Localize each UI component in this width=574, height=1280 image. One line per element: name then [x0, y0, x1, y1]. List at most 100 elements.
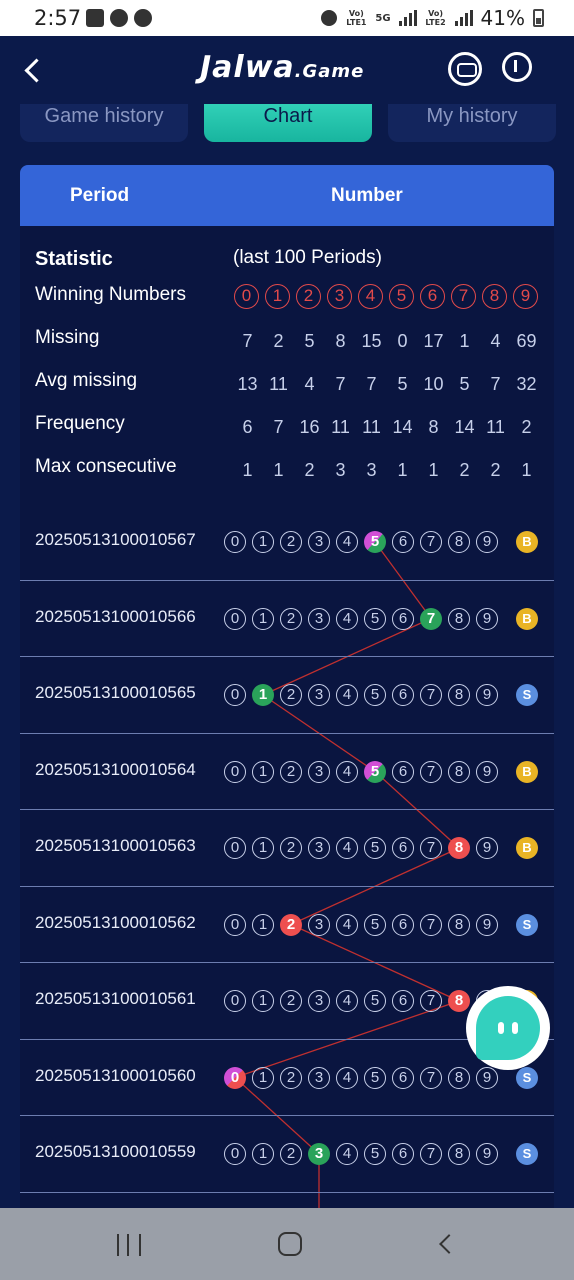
big-badge: B: [516, 760, 538, 783]
winning-number-ball: 7: [451, 284, 476, 309]
statistic-value: 69: [516, 331, 537, 351]
recent-apps-icon[interactable]: [117, 1234, 141, 1256]
number-ball: 1: [252, 760, 274, 783]
number-ball: 2: [280, 1066, 302, 1089]
number-ball: 2: [280, 684, 302, 706]
winning-number-ball: 2: [296, 284, 321, 309]
number-ball: 3: [308, 913, 330, 936]
statistic-value: 14: [454, 417, 475, 437]
statistic-value: 1: [397, 460, 408, 480]
number-ball: 7: [420, 990, 442, 1012]
number-ball: 6: [392, 837, 414, 859]
home-icon[interactable]: [278, 1232, 302, 1256]
number-ball: 9: [476, 1143, 498, 1165]
signal-2-icon: [454, 10, 473, 26]
battery-percent: 41%: [480, 6, 525, 30]
column-period: Period: [70, 185, 130, 206]
network-2-label: Vo) LTE2: [425, 9, 446, 27]
statistic-value: 6: [242, 417, 253, 437]
number-ball: 2: [280, 990, 302, 1012]
number-ball: 7: [420, 1066, 442, 1089]
number-ball: 5: [364, 684, 386, 706]
small-badge: S: [516, 913, 538, 936]
statistic-value: 7: [242, 331, 253, 351]
statistic-value: 2: [273, 331, 284, 351]
statistic-value: 11: [269, 374, 288, 394]
number-ball: 0: [224, 607, 246, 630]
period-id: 20250513100010559: [35, 1142, 196, 1161]
small-badge: S: [516, 1143, 538, 1165]
statistic-value: 3: [335, 460, 346, 480]
winning-number-ball: 8: [482, 284, 507, 309]
statistic-value: 11: [362, 417, 381, 437]
statistic-row-label: Max consecutive: [35, 456, 177, 477]
chat-face-icon: [476, 996, 540, 1060]
period-id: 20250513100010564: [35, 759, 196, 779]
number-ball: 2: [280, 837, 302, 859]
statistic-value: 1: [459, 331, 470, 351]
statistic-value: 1: [521, 460, 532, 480]
statistic-value: 5: [397, 374, 408, 394]
statistic-value: 4: [490, 331, 501, 351]
statistic-value: 13: [237, 374, 258, 394]
network-1-label: Vo) LTE1: [346, 9, 367, 27]
statistic-value: 8: [335, 331, 346, 351]
support-headset-icon[interactable]: [448, 52, 482, 86]
statistic-note: (last 100 Periods): [233, 247, 382, 268]
period-id: 20250513100010563: [35, 836, 196, 855]
number-ball: 6: [392, 607, 414, 630]
number-ball: 1: [252, 1066, 274, 1089]
status-time: 2:57: [34, 6, 82, 30]
hotspot-icon: [321, 10, 338, 26]
number-ball: 6: [392, 760, 414, 783]
number-ball: 9: [476, 531, 498, 553]
music-note-icon[interactable]: [502, 52, 532, 82]
number-ball: 9: [476, 1066, 498, 1089]
result-ball: 8: [448, 990, 470, 1012]
tab-my-history[interactable]: My history: [388, 104, 556, 142]
chat-support-button[interactable]: [466, 986, 550, 1070]
statistic-value: 7: [490, 374, 501, 394]
number-ball: 9: [476, 760, 498, 783]
statistic-value: 2: [490, 460, 501, 480]
number-ball: 8: [448, 607, 470, 630]
table-row: 20250513100010562 0 1 2 3 4 5 6 7 8 9 S: [20, 887, 554, 963]
statistic-title: Statistic: [35, 248, 113, 270]
chart-panel: Statistic (last 100 Periods) Winning Num…: [20, 226, 554, 1208]
number-ball: 4: [336, 990, 358, 1012]
number-ball: 8: [448, 913, 470, 936]
number-ball: 0: [224, 837, 246, 859]
number-ball: 9: [476, 607, 498, 630]
number-ball: 6: [392, 531, 414, 553]
number-ball: 7: [420, 913, 442, 936]
number-ball: 8: [448, 1143, 470, 1165]
number-ball: 4: [336, 837, 358, 859]
number-ball: 7: [420, 760, 442, 783]
big-badge: B: [516, 607, 538, 630]
statistic-value: 15: [361, 331, 382, 351]
number-ball: 7: [420, 531, 442, 553]
result-ball: 8: [448, 837, 470, 859]
big-badge: B: [516, 837, 538, 859]
number-ball: 5: [364, 837, 386, 859]
tab-bar: Game history Chart My history: [0, 104, 574, 144]
nav-back-icon[interactable]: [439, 1234, 459, 1254]
number-ball: 3: [308, 1066, 330, 1089]
tab-chart[interactable]: Chart: [204, 104, 372, 142]
table-row: 20250513100010559 0 1 2 3 4 5 6 7 8 9 S: [20, 1116, 554, 1193]
result-ball: 1: [252, 684, 274, 706]
app-header: Jalwa.Game: [0, 36, 574, 104]
statistic-value: 11: [486, 417, 505, 437]
number-ball: 3: [308, 684, 330, 706]
statistic-value: 14: [392, 417, 413, 437]
notification-icons: [86, 9, 152, 27]
number-ball: 0: [224, 990, 246, 1012]
result-ball: 0: [224, 1066, 246, 1089]
number-ball: 9: [476, 913, 498, 936]
number-ball: 2: [280, 531, 302, 553]
number-ball: 3: [308, 607, 330, 630]
number-ball: 0: [224, 531, 246, 553]
back-arrow-icon[interactable]: [20, 54, 48, 86]
tab-game-history[interactable]: Game history: [20, 104, 188, 142]
result-ball: 2: [280, 913, 302, 936]
